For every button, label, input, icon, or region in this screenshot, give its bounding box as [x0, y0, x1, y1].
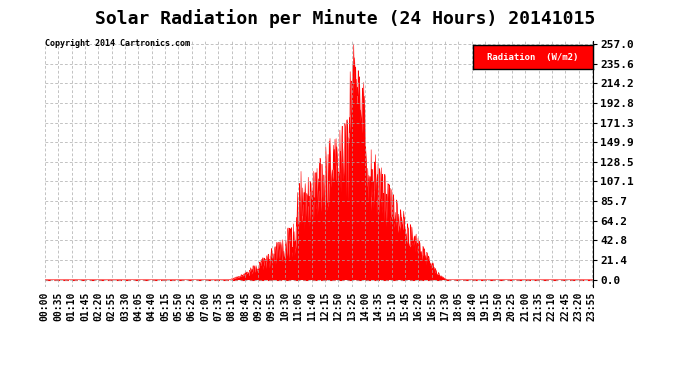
Text: Radiation  (W/m2): Radiation (W/m2)	[487, 53, 579, 62]
Text: Copyright 2014 Cartronics.com: Copyright 2014 Cartronics.com	[45, 39, 190, 48]
Text: Solar Radiation per Minute (24 Hours) 20141015: Solar Radiation per Minute (24 Hours) 20…	[95, 9, 595, 28]
